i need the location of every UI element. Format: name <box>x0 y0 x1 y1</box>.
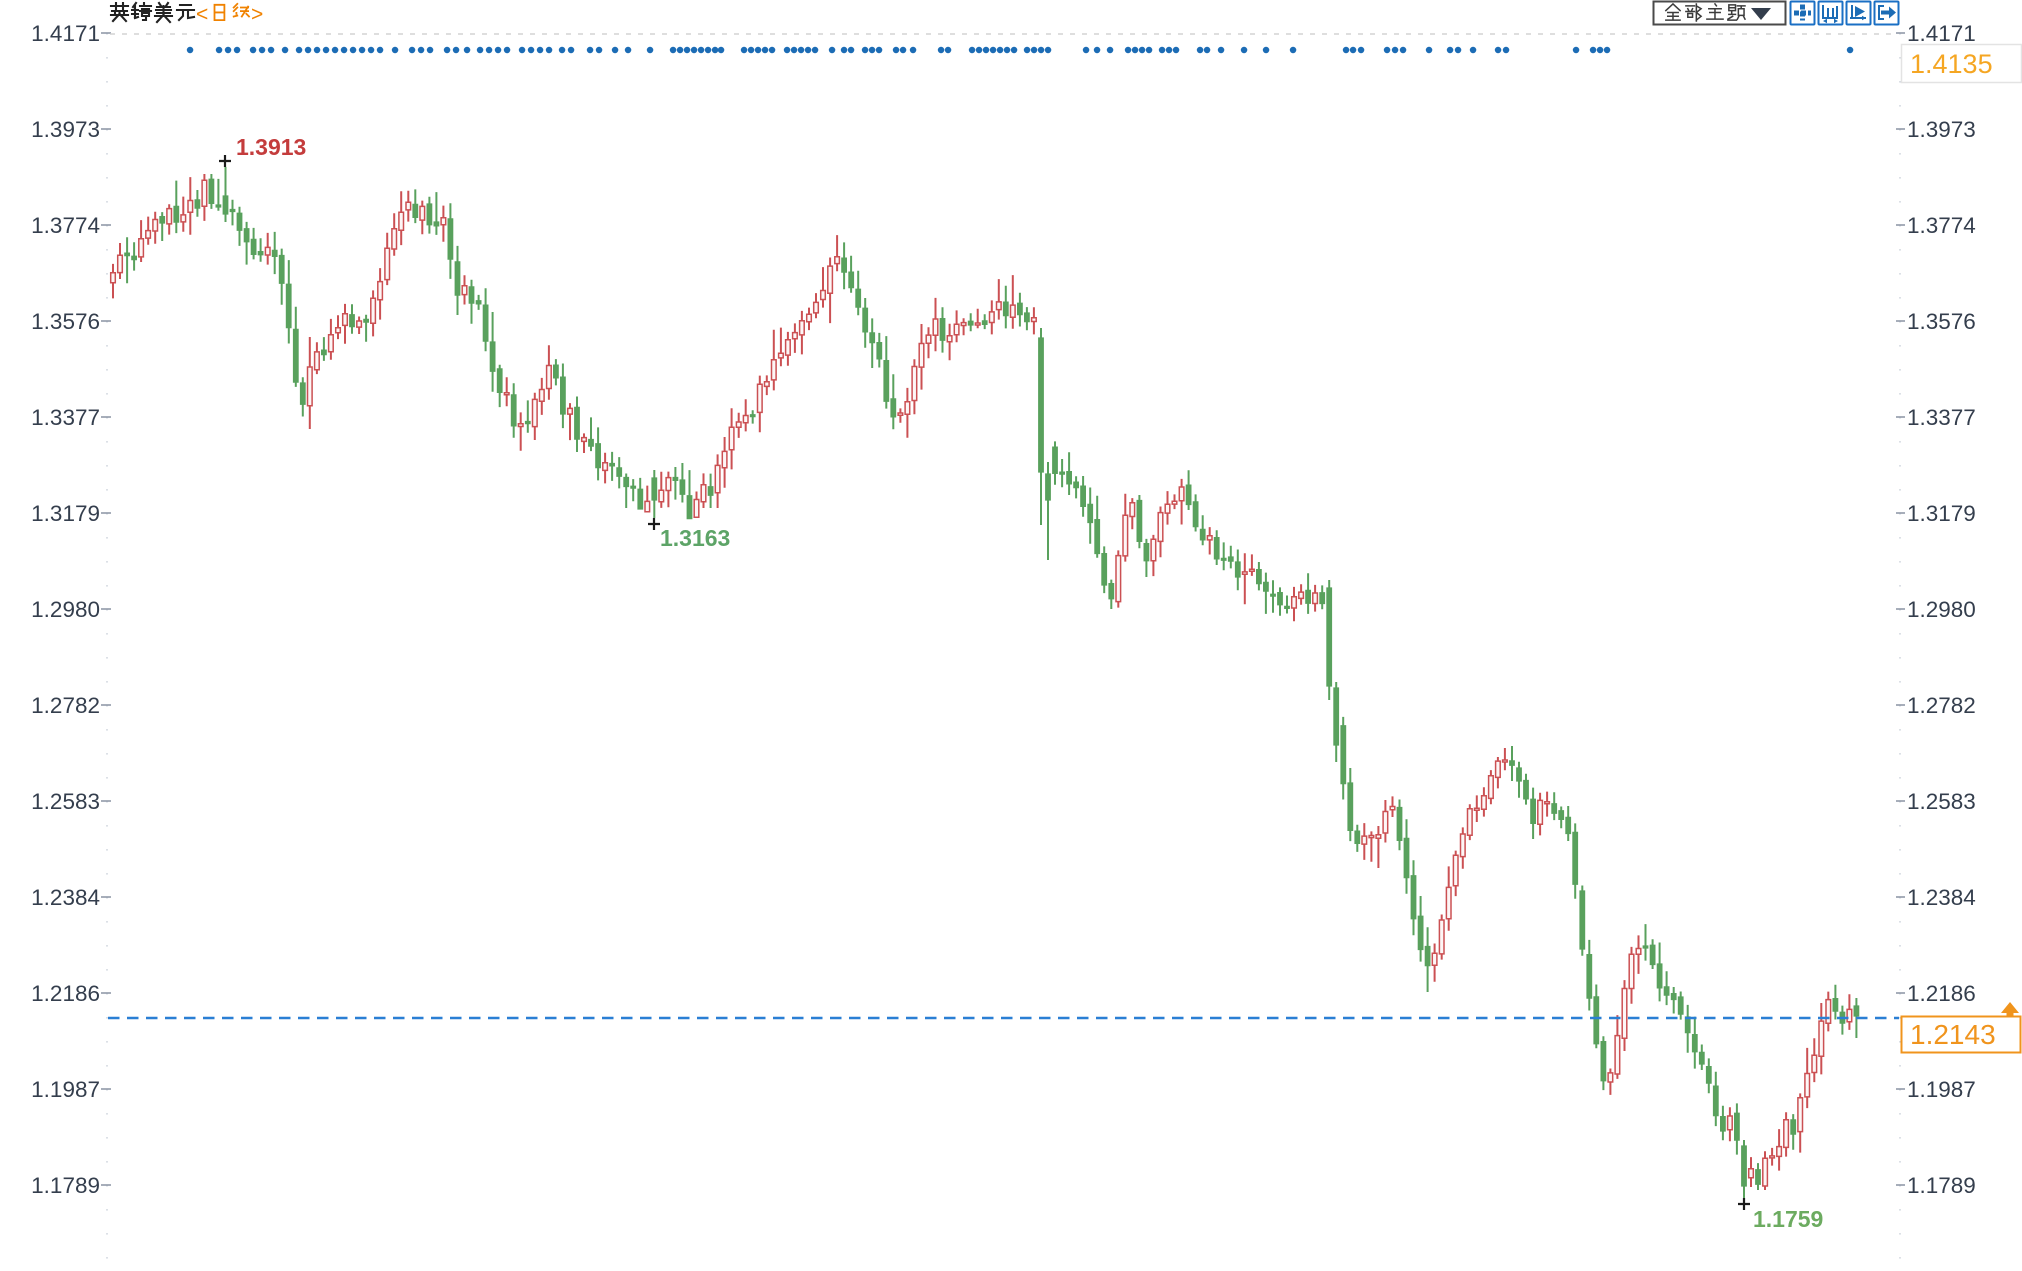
svg-text:1.3377: 1.3377 <box>31 405 100 430</box>
svg-text:1.2186: 1.2186 <box>1907 981 1976 1006</box>
svg-text:1.3377: 1.3377 <box>1907 405 1976 430</box>
svg-text:1.2384: 1.2384 <box>31 885 100 910</box>
svg-text:1.3179: 1.3179 <box>1907 501 1976 526</box>
svg-text:1.1987: 1.1987 <box>1907 1077 1976 1102</box>
svg-text:1.3913: 1.3913 <box>236 134 306 160</box>
svg-text:1.2143: 1.2143 <box>1910 1019 1996 1050</box>
svg-text:1.3774: 1.3774 <box>1907 213 1976 238</box>
svg-text:1.2782: 1.2782 <box>1907 693 1976 718</box>
svg-text:1.1789: 1.1789 <box>31 1173 100 1198</box>
svg-text:1.2384: 1.2384 <box>1907 885 1976 910</box>
svg-text:1.3179: 1.3179 <box>31 501 100 526</box>
svg-text:1.2186: 1.2186 <box>31 981 100 1006</box>
svg-text:1.1789: 1.1789 <box>1907 1173 1976 1198</box>
svg-text:1.3576: 1.3576 <box>31 309 100 334</box>
svg-text:1.4171: 1.4171 <box>1907 21 1976 46</box>
svg-text:1.2583: 1.2583 <box>1907 789 1976 814</box>
svg-text:1.1759: 1.1759 <box>1753 1206 1823 1232</box>
svg-text:>: > <box>251 3 263 26</box>
svg-text:1.4135: 1.4135 <box>1910 49 1993 79</box>
svg-text:1.3973: 1.3973 <box>1907 117 1976 142</box>
svg-text:1.3774: 1.3774 <box>31 213 100 238</box>
svg-text:1.3163: 1.3163 <box>660 525 730 551</box>
svg-text:1.2980: 1.2980 <box>1907 597 1976 622</box>
svg-text:<: < <box>196 3 208 26</box>
svg-text:1.4171: 1.4171 <box>31 21 100 46</box>
svg-text:1.2782: 1.2782 <box>31 693 100 718</box>
svg-text:1.3576: 1.3576 <box>1907 309 1976 334</box>
svg-text:1.1987: 1.1987 <box>31 1077 100 1102</box>
svg-text:1.2980: 1.2980 <box>31 597 100 622</box>
svg-text:1.3973: 1.3973 <box>31 117 100 142</box>
svg-text:1.2583: 1.2583 <box>31 789 100 814</box>
